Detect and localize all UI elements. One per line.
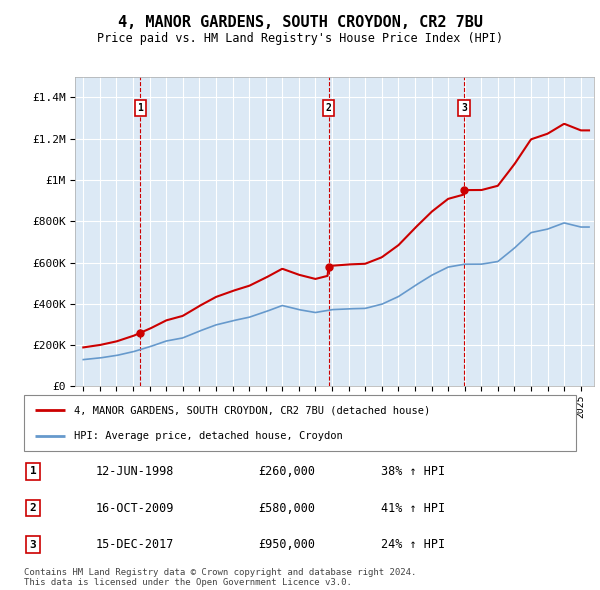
Text: £260,000: £260,000 bbox=[258, 465, 315, 478]
Text: 16-OCT-2009: 16-OCT-2009 bbox=[96, 502, 175, 514]
Text: 3: 3 bbox=[29, 540, 37, 550]
Text: Price paid vs. HM Land Registry's House Price Index (HPI): Price paid vs. HM Land Registry's House … bbox=[97, 32, 503, 45]
Text: £950,000: £950,000 bbox=[258, 538, 315, 551]
Text: 38% ↑ HPI: 38% ↑ HPI bbox=[381, 465, 445, 478]
Text: £580,000: £580,000 bbox=[258, 502, 315, 514]
Text: 12-JUN-1998: 12-JUN-1998 bbox=[96, 465, 175, 478]
Text: 1: 1 bbox=[29, 467, 37, 477]
Text: 3: 3 bbox=[461, 103, 467, 113]
FancyBboxPatch shape bbox=[24, 395, 576, 451]
Text: 2: 2 bbox=[326, 103, 331, 113]
Text: 1: 1 bbox=[137, 103, 143, 113]
Text: 41% ↑ HPI: 41% ↑ HPI bbox=[381, 502, 445, 514]
Text: Contains HM Land Registry data © Crown copyright and database right 2024.
This d: Contains HM Land Registry data © Crown c… bbox=[24, 568, 416, 587]
Text: 4, MANOR GARDENS, SOUTH CROYDON, CR2 7BU: 4, MANOR GARDENS, SOUTH CROYDON, CR2 7BU bbox=[118, 15, 482, 30]
Text: 2: 2 bbox=[29, 503, 37, 513]
Text: HPI: Average price, detached house, Croydon: HPI: Average price, detached house, Croy… bbox=[74, 431, 343, 441]
Text: 15-DEC-2017: 15-DEC-2017 bbox=[96, 538, 175, 551]
Text: 24% ↑ HPI: 24% ↑ HPI bbox=[381, 538, 445, 551]
Text: 4, MANOR GARDENS, SOUTH CROYDON, CR2 7BU (detached house): 4, MANOR GARDENS, SOUTH CROYDON, CR2 7BU… bbox=[74, 405, 430, 415]
